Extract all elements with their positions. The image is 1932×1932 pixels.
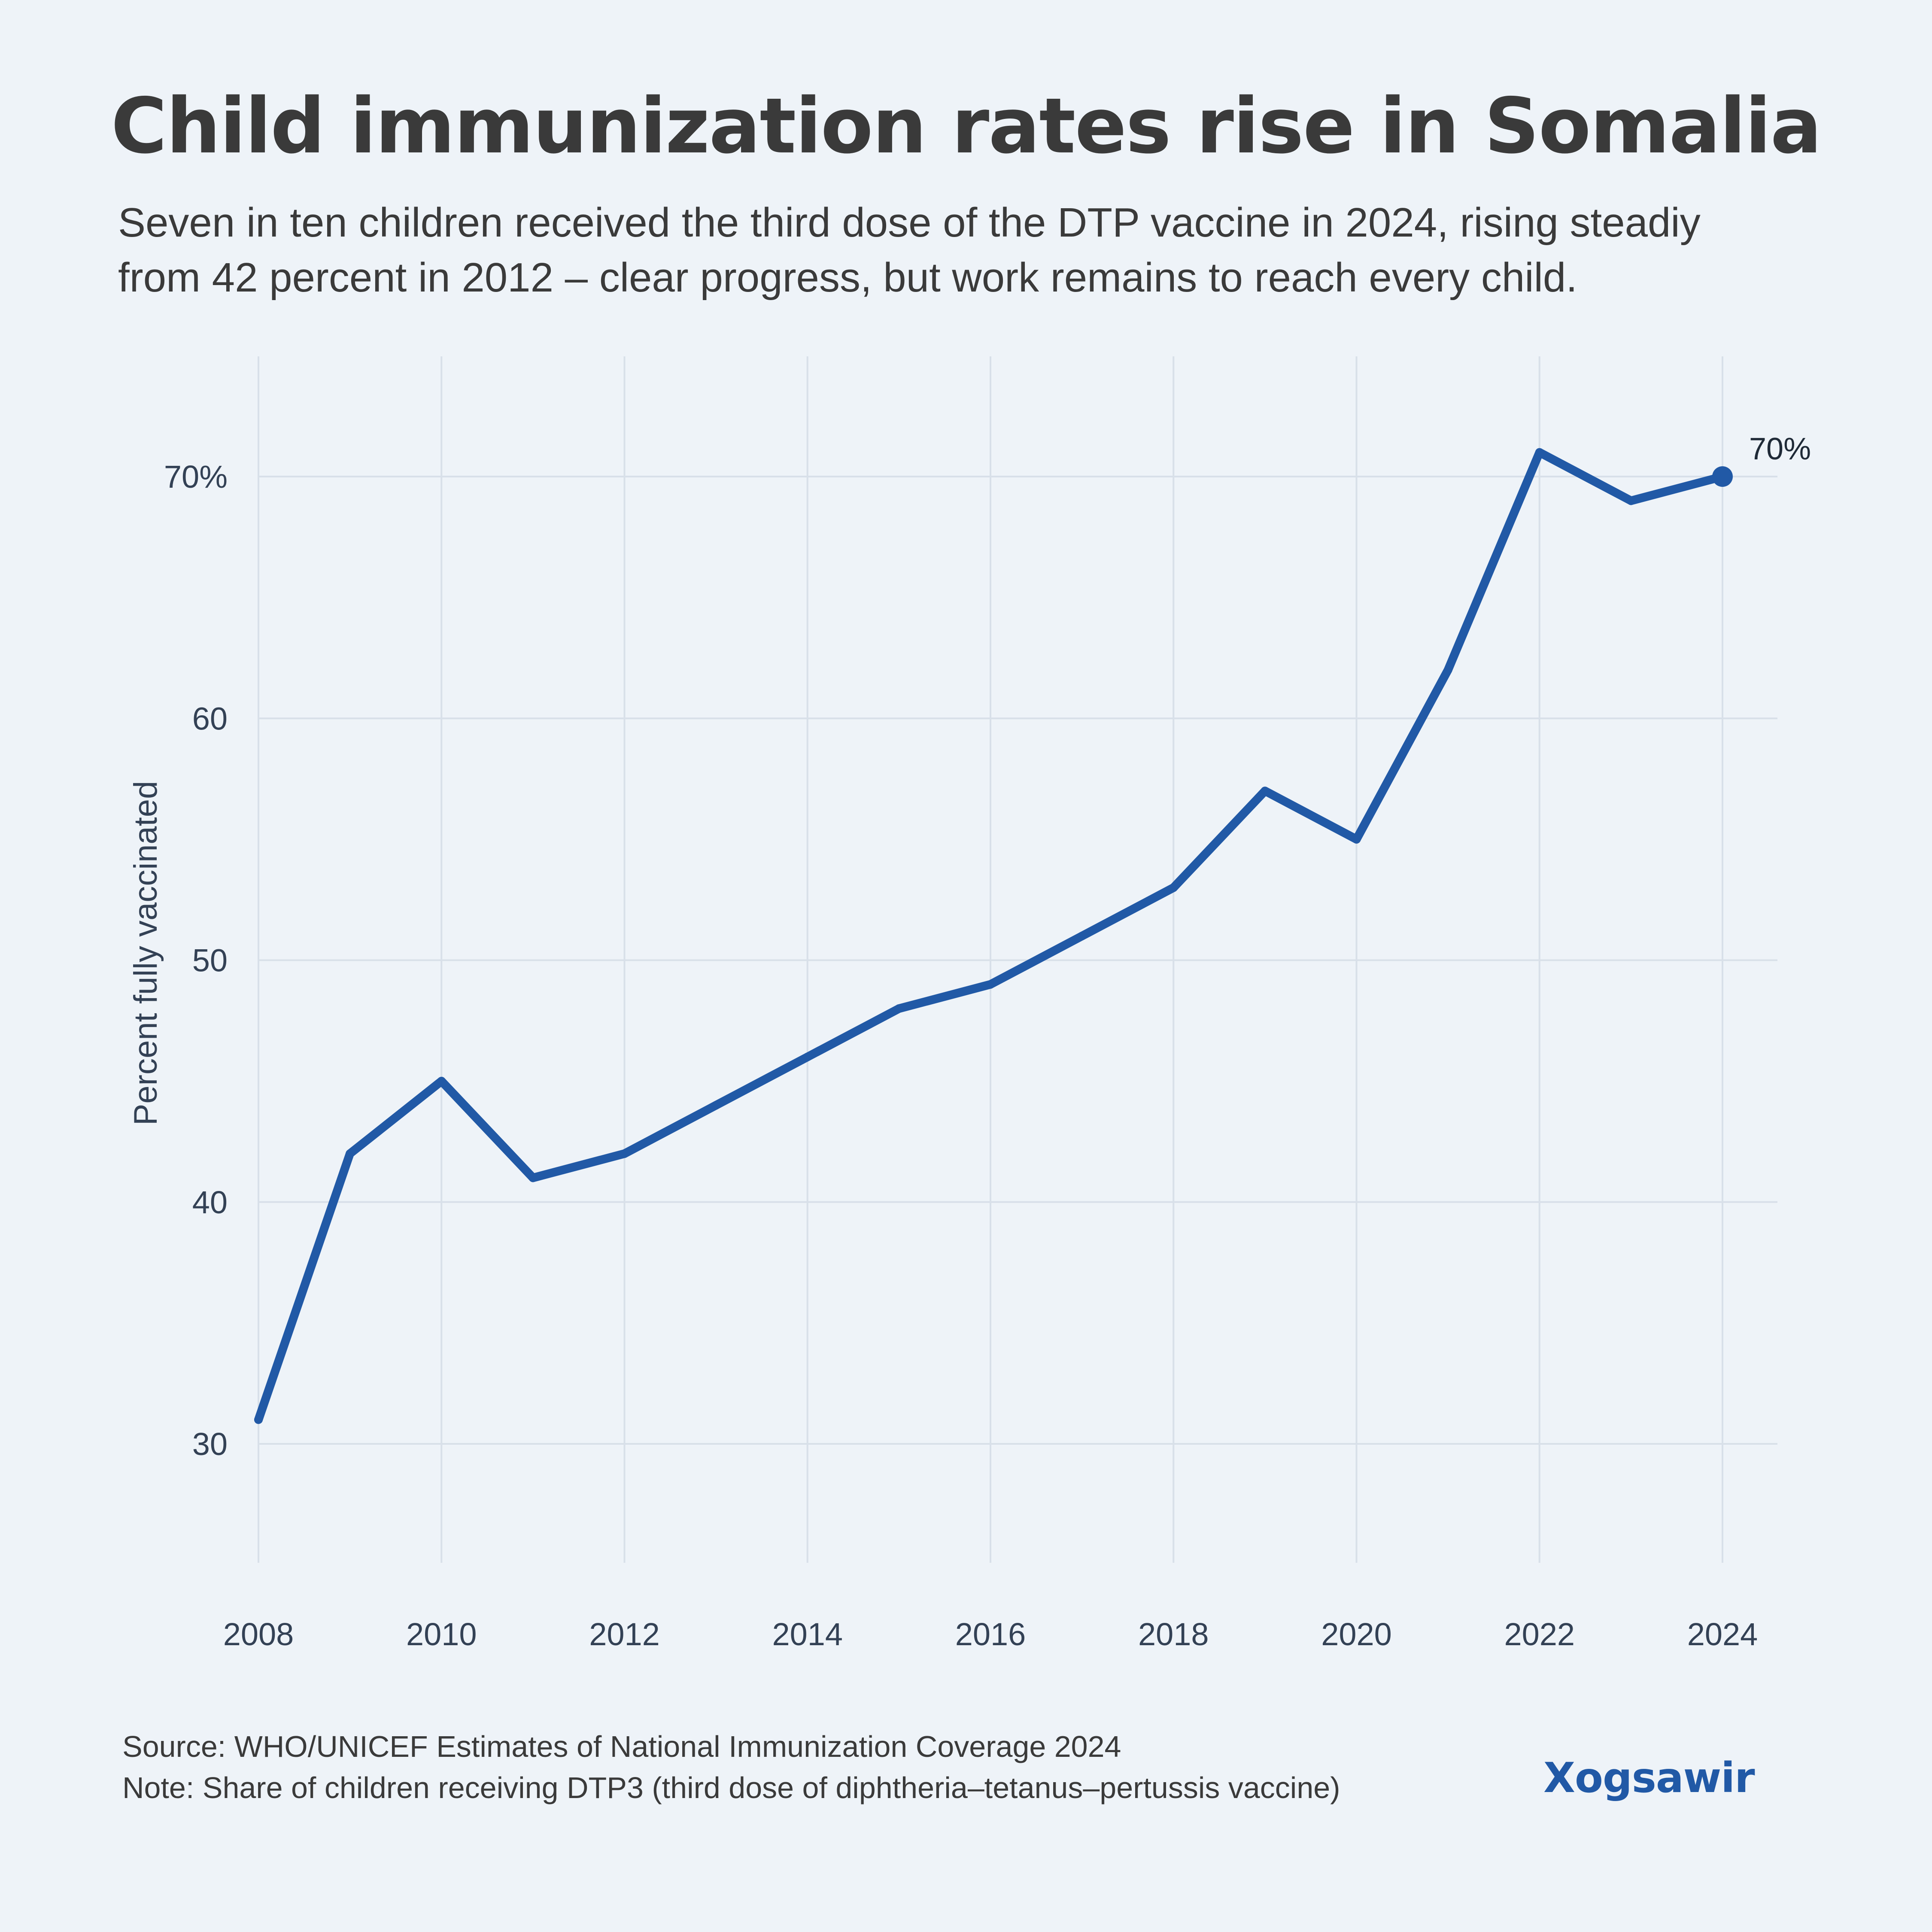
- data-point: [346, 1149, 355, 1158]
- source-note: Source: WHO/UNICEF Estimates of National…: [122, 1730, 1121, 1763]
- y-axis-tick-labels: 30 40 50 60 70%: [164, 459, 228, 1462]
- chart-subtitle: Seven in ten children received the third…: [118, 195, 1835, 305]
- y-tick-label: 70%: [164, 459, 228, 495]
- y-tick-label: 40: [192, 1185, 228, 1220]
- data-point: [1626, 496, 1635, 505]
- brand-logo: Xogsawir: [1543, 1754, 1755, 1802]
- data-point: [894, 1004, 903, 1013]
- x-tick-label: 2022: [1504, 1616, 1575, 1652]
- x-tick-label: 2010: [406, 1616, 477, 1652]
- chart-footer: Source: WHO/UNICEF Estimates of National…: [122, 1726, 1340, 1808]
- data-point: [1261, 787, 1270, 796]
- horizontal-gridlines: [258, 476, 1777, 1445]
- data-point: [254, 1415, 263, 1424]
- x-tick-label: 2018: [1138, 1616, 1209, 1652]
- data-point: [1078, 932, 1087, 941]
- x-axis-tick-labels: 2008 2010 2012 2014 2016 2018 2020 2022 2024: [223, 1616, 1758, 1652]
- y-tick-label: 50: [192, 943, 228, 978]
- method-note: Note: Share of children receiving DTP3 (…: [122, 1771, 1340, 1804]
- data-point: [986, 980, 995, 989]
- x-tick-label: 2014: [772, 1616, 843, 1652]
- x-tick-label: 2020: [1321, 1616, 1392, 1652]
- end-value-label: 70%: [1749, 432, 1811, 466]
- x-tick-label: 2016: [955, 1616, 1026, 1652]
- y-tick-label: 60: [192, 701, 228, 736]
- data-point: [437, 1077, 446, 1086]
- x-tick-label: 2012: [589, 1616, 660, 1652]
- data-point: [529, 1173, 538, 1182]
- data-point: [803, 1052, 812, 1061]
- x-tick-label: 2024: [1687, 1616, 1758, 1652]
- subtitle-line: from 42 percent in 2012 – clear progress…: [118, 255, 1577, 301]
- data-point: [711, 1101, 720, 1110]
- data-point: [1535, 448, 1544, 457]
- subtitle-line: Seven in ten children received the third…: [118, 200, 1701, 246]
- chart-title: Child immunization rates rise in Somalia: [111, 82, 1822, 170]
- data-point: [1352, 835, 1361, 844]
- y-axis-label: Percent fully vaccinated: [128, 781, 164, 1126]
- data-point: [1169, 883, 1178, 892]
- end-point-marker: [1712, 466, 1733, 487]
- data-points: [254, 448, 1727, 1424]
- y-tick-label: 30: [192, 1426, 228, 1462]
- x-tick-label: 2008: [223, 1616, 294, 1652]
- data-point: [1443, 665, 1452, 674]
- data-point: [620, 1149, 629, 1158]
